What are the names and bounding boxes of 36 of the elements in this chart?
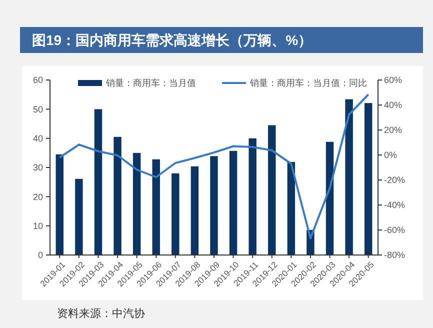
bar — [75, 178, 83, 255]
y2-tick-label: -80% — [384, 250, 406, 260]
y2-tick-label: 40% — [384, 100, 402, 110]
bar — [172, 173, 180, 255]
bar — [287, 162, 296, 255]
bar — [364, 103, 372, 255]
bar — [229, 150, 238, 255]
bar — [56, 154, 64, 255]
y-tick-label: 30 — [32, 162, 43, 173]
bar — [345, 99, 353, 255]
bar — [190, 166, 199, 255]
y2-tick-label: 20% — [384, 125, 402, 136]
y-tick-label: 10 — [32, 220, 43, 231]
y-tick-label: 20 — [32, 192, 43, 202]
y2-tick-label: -20% — [384, 175, 406, 186]
text: 资料来源：中汽协 — [57, 307, 145, 320]
bar — [114, 136, 122, 255]
bar — [132, 152, 141, 255]
bar — [326, 142, 334, 255]
bar — [248, 138, 256, 255]
bar — [210, 156, 218, 255]
y-tick-label: 0 — [38, 250, 43, 260]
legend-label: 销量：商用车：当月值：同比 — [249, 78, 367, 88]
y2-tick-label: -40% — [384, 200, 406, 210]
y-tick-label: 40 — [32, 133, 43, 144]
legend-label: 销量：商用车：当月值 — [105, 78, 196, 88]
bar — [268, 125, 276, 255]
y-tick-label: 60 — [32, 75, 43, 86]
y2-tick-label: 60% — [384, 75, 402, 86]
bar — [152, 159, 160, 255]
line-series — [58, 94, 370, 240]
y-tick-label: 50 — [32, 104, 43, 114]
y2-tick-label: 0% — [384, 150, 398, 160]
y2-tick-label: -60% — [384, 225, 406, 236]
bar — [94, 109, 102, 255]
chart-title: 图19：国内商用车需求高速增长（万辆、%） — [32, 32, 312, 48]
